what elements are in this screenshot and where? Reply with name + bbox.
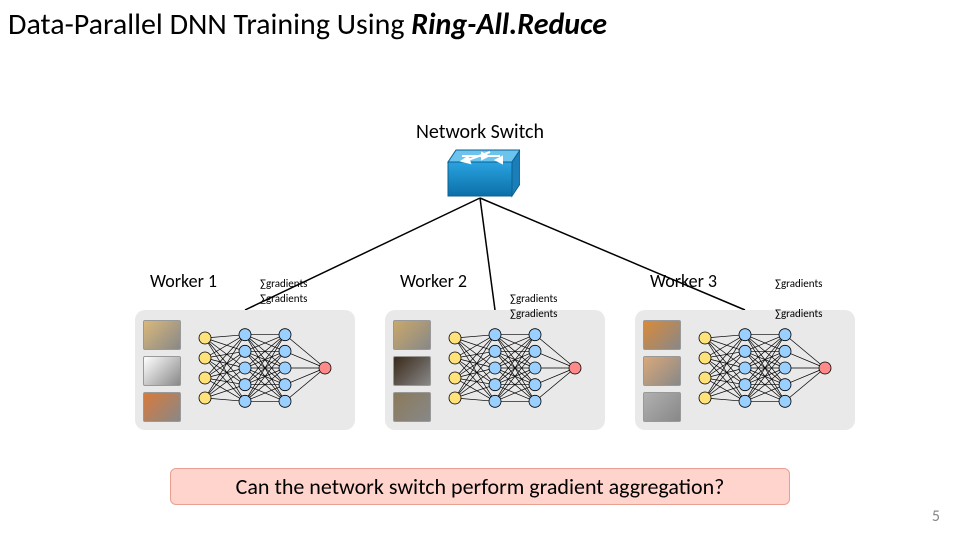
gradient-sum-label: ∑gradients [510, 292, 557, 305]
gradient-sum-label: ∑gradients [775, 277, 822, 290]
slide-title: Data-Parallel DNN Training Using Ring-Al… [8, 6, 607, 43]
image-thumbnail [393, 392, 431, 422]
topology-links [0, 0, 960, 540]
image-thumbnail [143, 392, 181, 422]
slide: { "title_prefix": "Data-Parallel DNN Tra… [0, 0, 960, 540]
worker-box [635, 310, 855, 430]
image-thumbnail [643, 392, 681, 422]
network-switch-label: Network Switch [0, 120, 960, 144]
neural-net-icon [695, 318, 845, 422]
page-number: 5 [932, 507, 940, 526]
gradient-sum-label: ∑gradients [260, 292, 307, 305]
image-thumbnails [143, 320, 181, 428]
worker-box [385, 310, 605, 430]
worker-label: Worker 3 [650, 270, 717, 292]
title-emphasis: Ring-All.Reduce [411, 6, 607, 43]
image-thumbnail [393, 320, 431, 350]
nn-container [445, 318, 595, 427]
nn-container [195, 318, 345, 427]
image-thumbnail [393, 356, 431, 386]
image-thumbnail [643, 320, 681, 350]
title-prefix: Data-Parallel DNN Training Using [8, 6, 411, 43]
neural-net-icon [195, 318, 345, 422]
worker-label: Worker 2 [400, 270, 467, 292]
worker-box [135, 310, 355, 430]
image-thumbnails [393, 320, 431, 428]
image-thumbnail [143, 320, 181, 350]
image-thumbnail [643, 356, 681, 386]
gradient-sum-label: ∑gradients [260, 277, 307, 290]
gradient-sum-label: ∑gradients [510, 307, 557, 320]
worker-label: Worker 1 [150, 270, 217, 292]
image-thumbnail [143, 356, 181, 386]
nn-container [695, 318, 845, 427]
neural-net-icon [445, 318, 595, 422]
gradient-sum-label: ∑gradients [775, 307, 822, 320]
image-thumbnails [643, 320, 681, 428]
question-callout: Can the network switch perform gradient … [170, 468, 790, 505]
network-switch-icon [440, 148, 520, 202]
